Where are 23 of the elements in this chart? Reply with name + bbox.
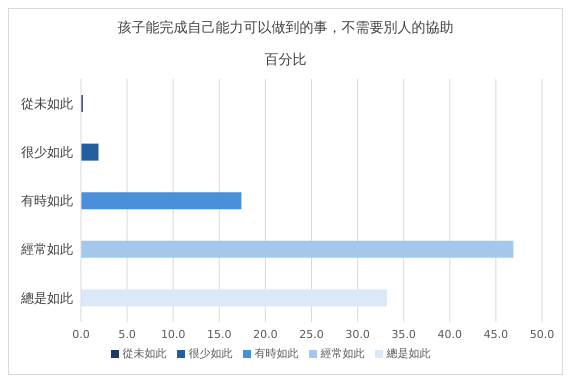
y-tick-label: 從未如此 xyxy=(21,96,73,112)
x-tick-label: 40.0 xyxy=(438,328,462,341)
x-tick-label: 20.0 xyxy=(253,328,278,341)
x-tick-label: 0.0 xyxy=(72,328,90,341)
legend-label: 總是如此 xyxy=(386,347,430,360)
x-tick-label: 25.0 xyxy=(299,328,324,341)
y-tick-label: 經常如此 xyxy=(20,242,73,258)
x-tick-label: 45.0 xyxy=(484,328,508,341)
legend-label: 很少如此 xyxy=(188,347,232,360)
x-tick-label: 5.0 xyxy=(118,328,136,341)
chart-title: 孩子能完成自己能力可以做到的事，不需要別人的協助 xyxy=(116,19,454,38)
x-tick-label: 35.0 xyxy=(391,328,416,341)
legend-label: 從未如此 xyxy=(122,347,166,360)
legend-label: 經常如此 xyxy=(320,347,364,360)
y-tick-label: 很少如此 xyxy=(21,146,73,161)
y-tick-label: 有時如此 xyxy=(21,194,73,210)
y-tick-label: 總是如此 xyxy=(20,291,73,306)
x-tick-label: 30.0 xyxy=(345,328,370,341)
x-tick-label: 10.0 xyxy=(160,328,186,341)
x-tick-label: 50.0 xyxy=(530,328,554,341)
legend-label: 有時如此 xyxy=(254,347,298,360)
chart-subtitle: 百分比 xyxy=(264,51,308,70)
x-tick-label: 15.0 xyxy=(207,328,232,341)
